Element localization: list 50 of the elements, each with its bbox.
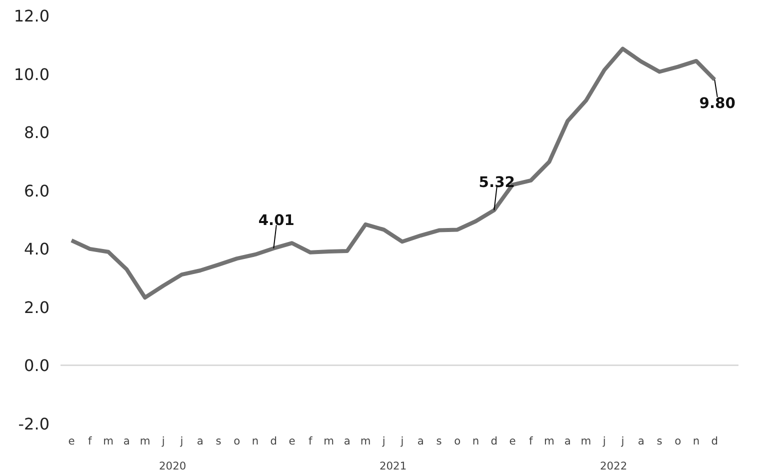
x-tick-label: f [529, 434, 533, 448]
x-tick-label: o [454, 434, 461, 448]
x-tick-label: e [288, 434, 296, 448]
x-tick-label: n [472, 434, 480, 448]
x-tick-label: a [564, 434, 571, 448]
data-label: 5.32 [478, 174, 515, 191]
x-tick-label: j [381, 434, 386, 448]
x-tick-label: f [308, 434, 313, 448]
x-tick-label: n [252, 434, 259, 448]
x-tick-label: o [234, 434, 240, 448]
x-tick-label: m [580, 434, 592, 448]
x-tick-label: m [103, 434, 114, 448]
x-tick-label: m [324, 434, 334, 448]
x-tick-label: j [602, 434, 606, 448]
x-tick-label: e [68, 434, 75, 448]
y-tick-label: -2.0 [18, 414, 50, 434]
x-tick-label: s [216, 434, 222, 448]
x-tick-label: j [620, 434, 624, 448]
text: 2022 [600, 460, 628, 472]
x-tick-label: a [123, 434, 130, 448]
y-tick-label: 10.0 [14, 64, 50, 84]
x-tick-label: n [692, 434, 700, 448]
x-tick-label: a [417, 434, 424, 448]
x-tick-label: o [674, 434, 682, 448]
data-label: 9.80 [699, 95, 736, 112]
y-tick-label: 6.0 [24, 181, 50, 200]
x-tick-label: a [344, 434, 350, 448]
y-tick-label: 8.0 [24, 123, 50, 142]
x-tick-label: m [360, 434, 371, 448]
y-tick-label: 12.0 [14, 6, 50, 26]
x-tick-label: d [270, 434, 278, 448]
x-tick-label: j [160, 434, 165, 448]
x-tick-label: j [400, 434, 404, 448]
y-tick-label: 0.0 [24, 356, 50, 376]
y-tick-label: 4.0 [24, 240, 50, 259]
data-label: 4.01 [258, 212, 294, 230]
x-tick-label: j [179, 434, 184, 448]
x-tick-label: m [544, 434, 554, 448]
x-tick-label: s [656, 434, 663, 448]
text: 2021 [380, 460, 407, 472]
x-tick-label: d [490, 434, 498, 448]
x-tick-label: e [509, 434, 516, 448]
text: 2020 [159, 460, 186, 472]
x-tick-label: d [711, 434, 718, 448]
x-tick-label: a [638, 434, 644, 448]
x-tick-label: s [436, 434, 442, 448]
x-tick-label: f [88, 434, 92, 448]
x-tick-label: m [140, 434, 150, 448]
x-tick-label: a [196, 434, 204, 448]
y-tick-label: 2.0 [24, 298, 50, 317]
